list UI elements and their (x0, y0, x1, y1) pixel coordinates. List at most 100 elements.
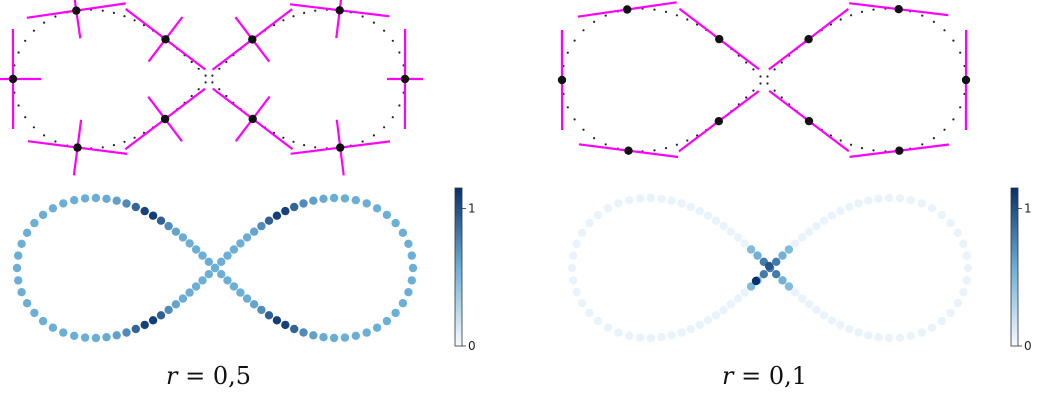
scatter-point (398, 299, 408, 308)
scatter-point (614, 328, 623, 337)
scatter-point (884, 193, 894, 203)
scatter-point (962, 276, 971, 285)
scatter-point (895, 194, 905, 203)
scatter-point (585, 218, 594, 228)
curve-dot (860, 147, 864, 150)
scatter-point (131, 202, 140, 212)
scatter-point (178, 294, 188, 303)
curve-dot (745, 96, 748, 99)
colorbar-tick-label: 0 (468, 339, 476, 353)
scatter-point (272, 316, 282, 325)
curve-dot (282, 136, 285, 139)
scatter-point (372, 204, 382, 213)
scatter-point (719, 305, 728, 315)
scatter-point (635, 194, 645, 203)
curve-dot (773, 68, 776, 71)
scatter-point (959, 239, 968, 248)
scatter-point (719, 221, 728, 231)
curve-dot (582, 128, 585, 131)
curve-dot (566, 51, 569, 54)
scatter-point (906, 331, 915, 340)
curve-dot (759, 82, 762, 85)
scatter-point (236, 239, 245, 248)
curve-dot (593, 137, 596, 140)
scatter-point (625, 331, 634, 340)
scatter-point (210, 263, 220, 273)
scatter-point (198, 251, 207, 260)
scatter-point (585, 308, 594, 318)
curve-dot (952, 39, 955, 42)
scatter-point (290, 324, 299, 334)
scatter-point (198, 276, 207, 285)
scatter-point (937, 316, 947, 326)
curve-dot (190, 94, 193, 98)
scatter-point (223, 251, 232, 260)
caption-right-value: = 0,1 (741, 362, 808, 390)
sample-point (895, 146, 904, 155)
scatter-point (30, 218, 39, 228)
sample-point (715, 34, 724, 44)
scatter-point (614, 199, 623, 208)
scatter-point (22, 299, 32, 308)
scatter-point (695, 206, 704, 216)
scatter-point (281, 320, 290, 330)
tangent-marker (124, 87, 206, 151)
scatter-point (603, 323, 613, 332)
scatter-point (407, 276, 416, 285)
tangent-marker (0, 28, 41, 130)
scatter-point (290, 202, 299, 212)
scatter-point (148, 316, 158, 325)
curve-dot (204, 74, 207, 77)
curve-dot (391, 39, 394, 42)
scatter-point (864, 196, 873, 205)
right-scatter-panel (567, 193, 973, 343)
curve-dot (398, 104, 401, 107)
scatter-point (686, 202, 695, 212)
scatter-point (797, 294, 807, 303)
scatter-point (711, 311, 721, 320)
scatter-point (917, 199, 926, 208)
curve-dot (604, 14, 607, 17)
caption-right: r = 0,1 (722, 362, 807, 390)
curve-dot (573, 39, 576, 42)
scatter-point (797, 233, 807, 242)
scatter-point (677, 199, 686, 208)
scatter-point (362, 328, 371, 337)
curve-dot (204, 81, 207, 84)
scatter-point (819, 216, 829, 225)
curve-dot (197, 67, 200, 70)
scatter-point (778, 276, 787, 285)
scatter-point (726, 300, 736, 309)
curve-dot (604, 143, 607, 146)
scatter-point (156, 311, 166, 320)
curve-dot (686, 18, 689, 21)
sample-point (248, 114, 257, 124)
curve-dot (218, 67, 221, 70)
scatter-point (753, 251, 762, 260)
scatter-point (14, 251, 23, 260)
scatter-point (946, 218, 955, 228)
curve-dot (24, 116, 27, 119)
curve-dot (123, 140, 126, 143)
caption-left: r = 0,5 (166, 362, 251, 390)
scatter-point (122, 328, 131, 337)
curve-dot (101, 146, 104, 149)
scatter-point (854, 328, 863, 337)
scatter-point (791, 239, 800, 248)
scatter-point (804, 227, 814, 236)
right-colorbar: 10 (1010, 187, 1032, 353)
scatter-point (242, 233, 252, 242)
sample-point (961, 75, 971, 85)
scatter-point (603, 204, 613, 213)
scatter-point (272, 211, 282, 220)
scatter-point (38, 210, 48, 220)
curve-dot (314, 9, 317, 12)
scatter-point (733, 294, 743, 303)
scatter-point (185, 239, 194, 248)
scatter-point (91, 193, 101, 203)
scatter-point (812, 221, 821, 231)
scatter-point (264, 311, 274, 320)
scatter-point (927, 323, 937, 332)
scatter-point (264, 216, 274, 225)
tangent-marker (211, 8, 293, 71)
